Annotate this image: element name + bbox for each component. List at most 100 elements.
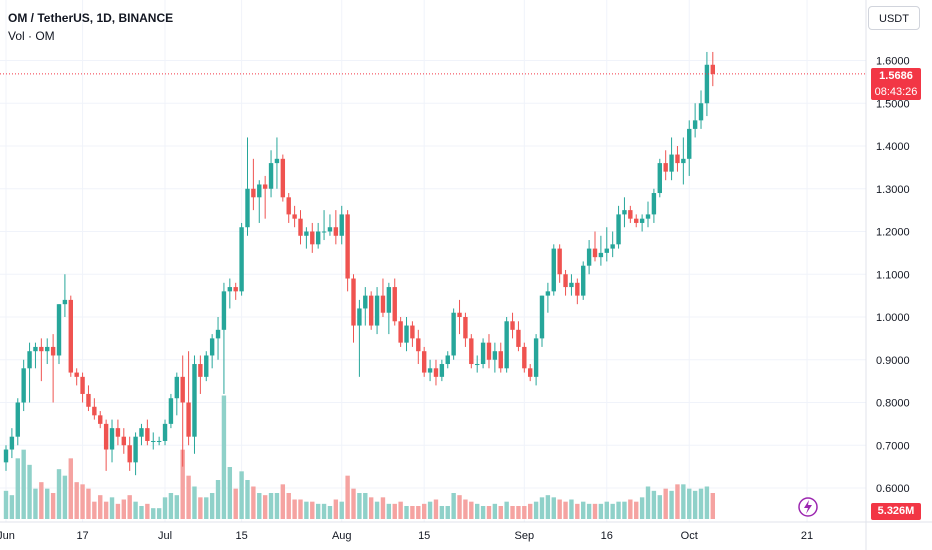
candle-body <box>192 364 197 437</box>
y-tick-label: 1.1000 <box>876 269 910 281</box>
candle-body <box>286 197 291 215</box>
candle-body <box>410 325 415 339</box>
volume-bar <box>56 469 62 519</box>
candle-body <box>704 64 710 104</box>
candle-body <box>74 372 79 377</box>
volume-bar <box>92 501 97 519</box>
candle-body <box>310 231 315 245</box>
candle-body <box>622 210 627 215</box>
volume-bar <box>669 490 674 519</box>
volume-bar <box>192 486 197 519</box>
volume-bar <box>545 495 551 519</box>
flash-icon[interactable] <box>798 497 818 517</box>
volume-bar <box>433 499 439 519</box>
volume-bar <box>357 493 362 519</box>
volume-bar <box>62 475 68 519</box>
candle-body <box>156 440 162 442</box>
volume-bar <box>251 486 256 519</box>
volume-bars <box>3 395 715 519</box>
y-tick-label: 1.3000 <box>876 184 910 196</box>
candle-body <box>498 351 503 369</box>
volume-bar <box>292 499 297 519</box>
candle-body <box>504 321 509 369</box>
volume-bar <box>469 501 474 519</box>
volume-bar <box>68 458 73 519</box>
candle-body <box>651 193 657 215</box>
volume-bar <box>380 497 386 519</box>
candle-body <box>292 214 297 219</box>
candle-body <box>457 312 462 317</box>
volume-bar <box>257 493 262 519</box>
candle-body <box>50 346 56 356</box>
candle-body <box>321 231 327 233</box>
candle-body <box>421 351 427 373</box>
volume-bar <box>421 503 427 519</box>
volume-bar <box>98 495 103 519</box>
x-tick-label: Sep <box>515 530 535 542</box>
volume-bar <box>39 482 44 519</box>
candle-body <box>681 158 686 164</box>
candle-body <box>374 295 380 326</box>
volume-bar <box>681 484 686 519</box>
volume-bar <box>145 503 150 519</box>
candle-body <box>180 376 185 403</box>
currency-button[interactable]: USDT <box>868 6 920 30</box>
y-tick-label: 1.6000 <box>876 56 910 68</box>
candle-body <box>33 346 38 352</box>
volume-indicator-label[interactable]: Vol · OM <box>8 29 55 43</box>
candle-body <box>333 227 339 236</box>
volume-bar <box>427 501 433 519</box>
volume-bar <box>168 493 174 519</box>
candle-body <box>445 355 450 365</box>
candle-body <box>245 188 250 228</box>
volume-bar <box>592 503 598 519</box>
volume-bar <box>180 449 185 519</box>
volume-bar <box>133 501 138 519</box>
volume-bar <box>392 503 397 519</box>
x-tick-label: Aug <box>332 530 352 542</box>
volume-bar <box>333 499 339 519</box>
volume-bar <box>486 506 492 519</box>
y-tick-label: 1.0000 <box>876 312 910 324</box>
candle-body <box>27 351 32 369</box>
volume-bar <box>528 503 533 519</box>
volume-bar <box>398 501 403 519</box>
candle-body <box>9 436 15 450</box>
volume-bar <box>15 458 20 519</box>
volume-bar <box>551 497 556 519</box>
candle-body <box>251 188 256 198</box>
candle-body <box>45 346 50 352</box>
volume-bar <box>663 488 668 519</box>
volume-bar <box>50 493 56 519</box>
volume-bar <box>675 484 680 519</box>
volume-bar <box>457 495 462 519</box>
volume-bar <box>492 503 498 519</box>
volume-bar <box>74 482 79 519</box>
volume-bar <box>463 499 468 519</box>
volume-bar <box>115 503 121 519</box>
volume-bar <box>274 493 280 519</box>
volume-bar <box>233 488 238 519</box>
volume-bar <box>598 503 604 519</box>
volume-bar <box>634 501 639 519</box>
candle-body <box>510 321 515 330</box>
volume-bar <box>563 501 568 519</box>
x-tick-label: 15 <box>235 530 247 542</box>
volume-bar <box>604 501 609 519</box>
candle-body <box>215 329 221 339</box>
volume-bar <box>239 471 244 519</box>
volume-bar <box>103 501 109 519</box>
candle-body <box>645 214 651 219</box>
x-tick-label: 17 <box>76 530 88 542</box>
volume-bar <box>21 449 26 519</box>
volume-bar <box>374 501 380 519</box>
candle-body <box>575 282 580 296</box>
volume-value-badge: 5.326M <box>871 503 921 520</box>
candle-body <box>657 163 662 194</box>
price-axis: 1.6000 1.5000 1.4000 1.3000 1.2000 1.1000 1.00… <box>876 56 910 496</box>
volume-bar <box>616 501 621 519</box>
volume-bar <box>339 501 344 519</box>
volume-bar <box>9 495 15 519</box>
volume-bar <box>268 493 274 519</box>
